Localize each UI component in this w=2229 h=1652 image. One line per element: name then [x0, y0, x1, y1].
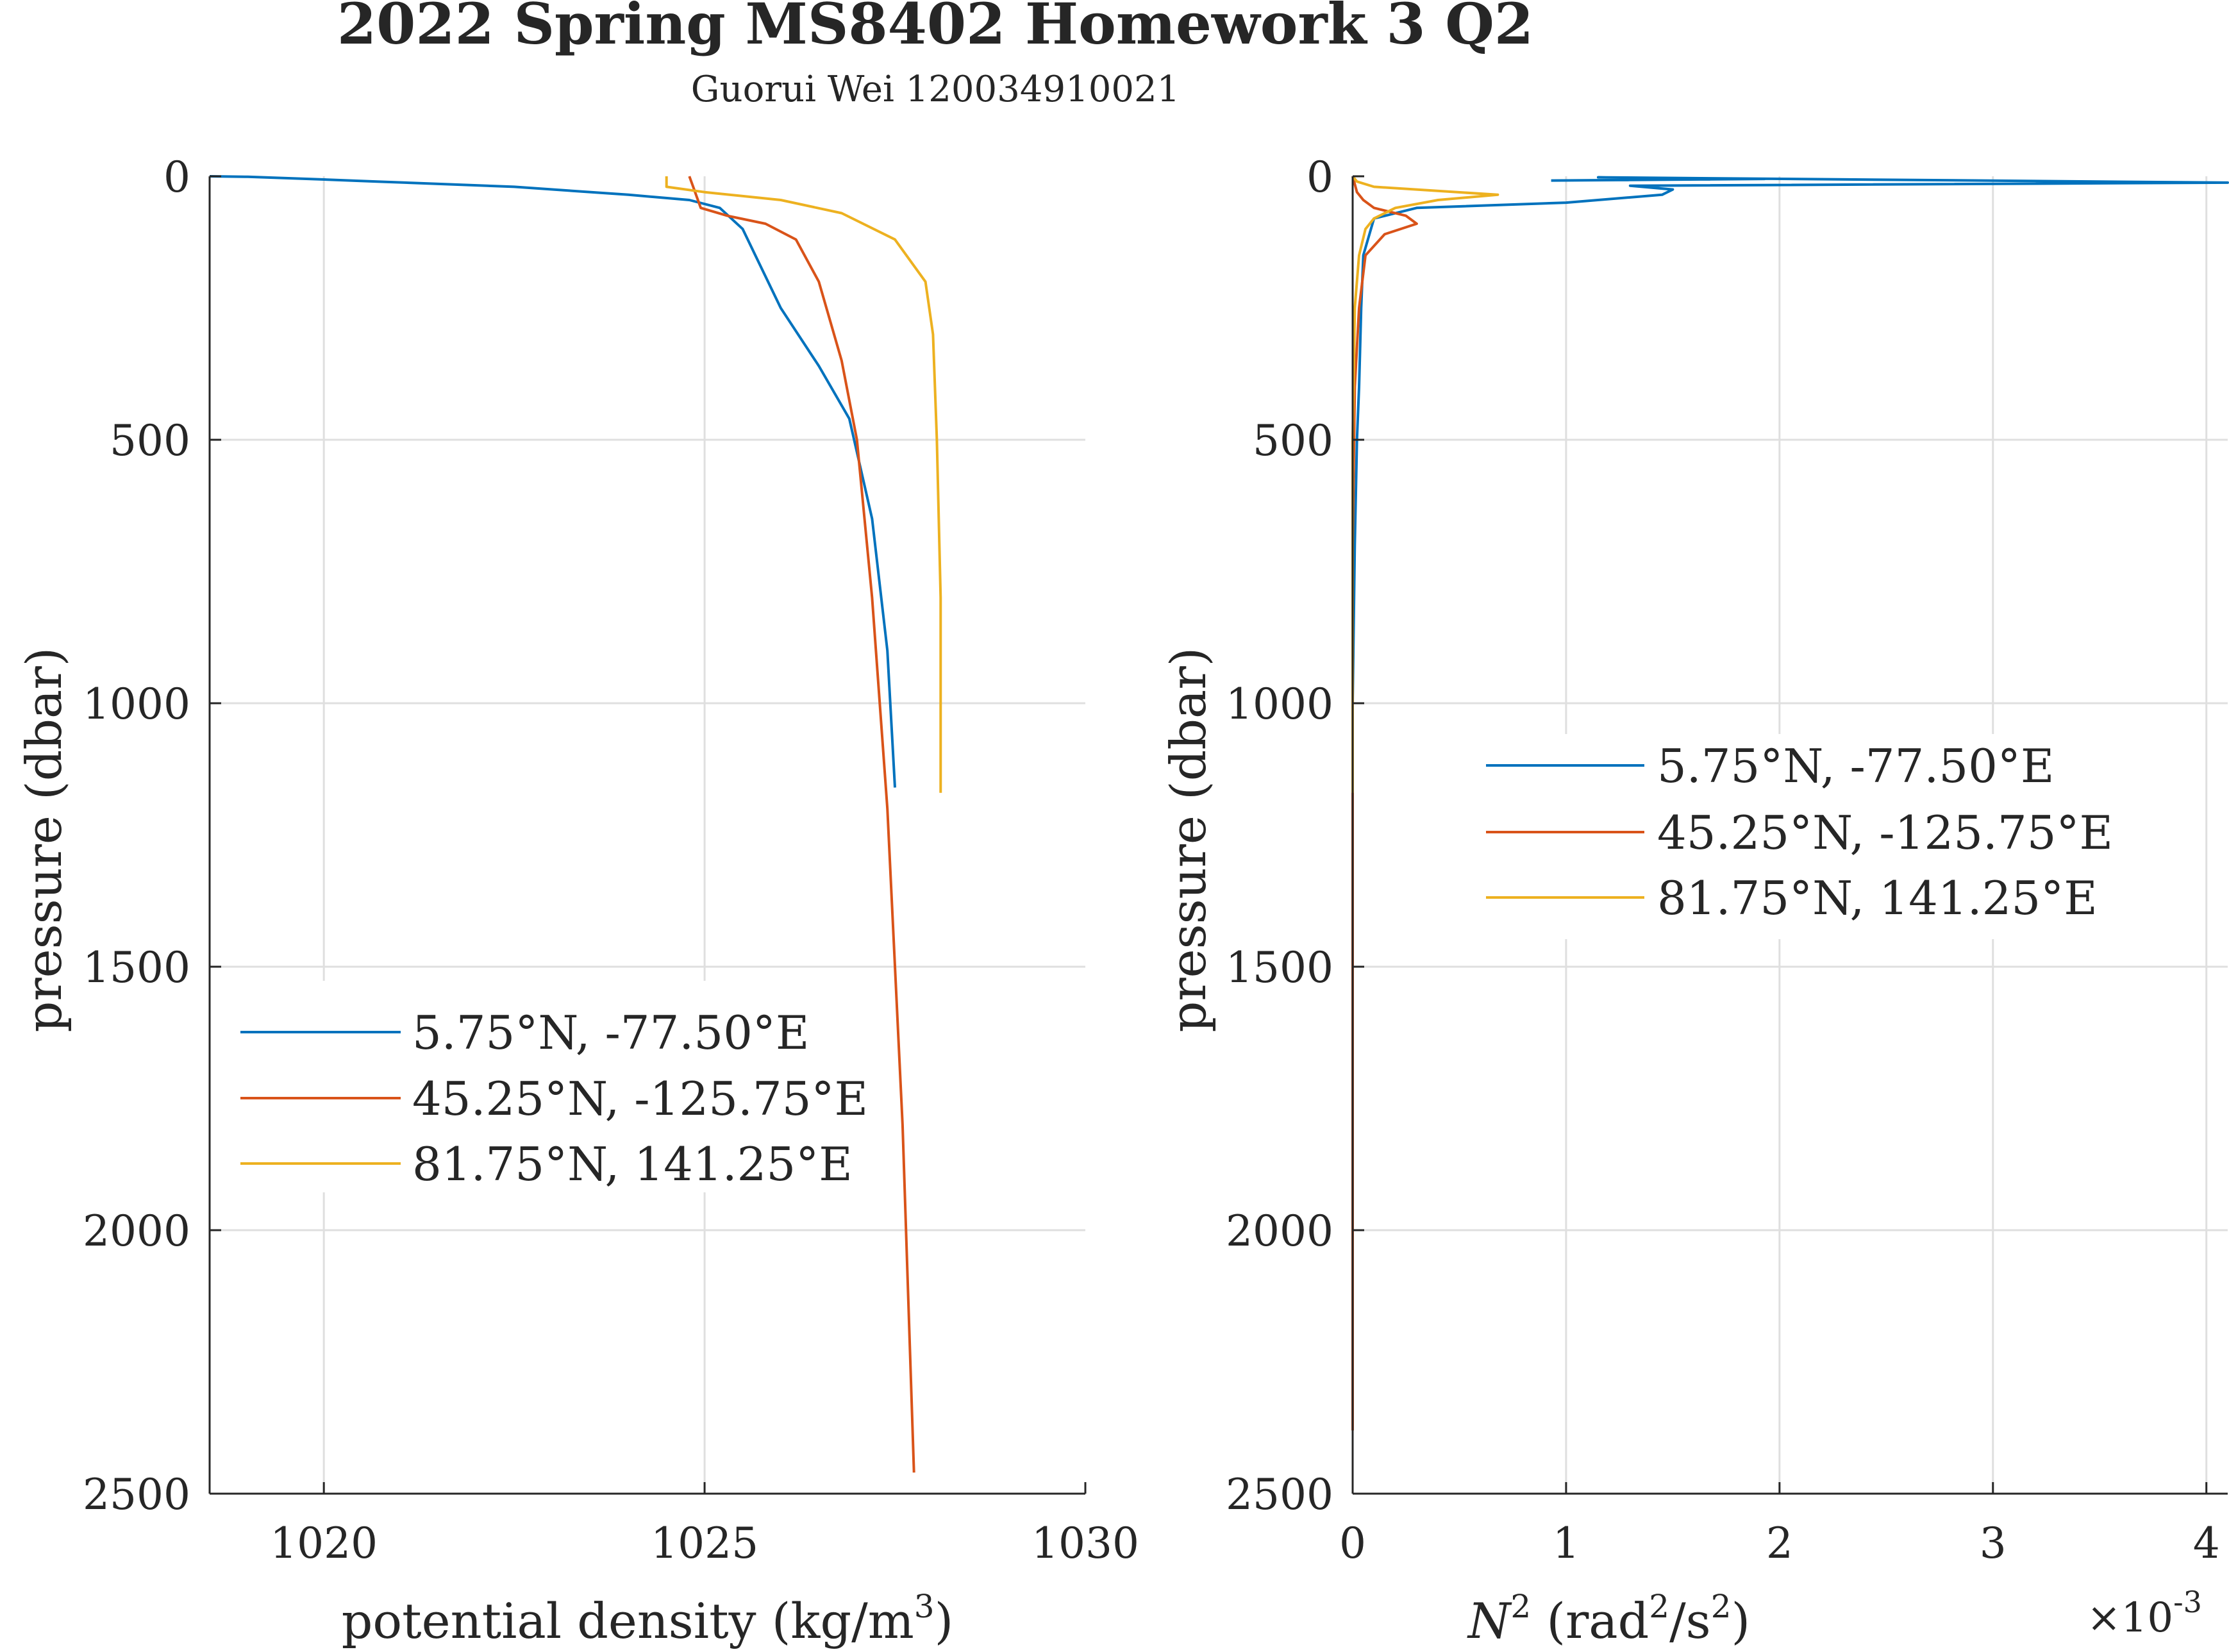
left-y-tick-label: 1000 — [83, 680, 190, 729]
right-x-tick-label: 4 — [2193, 1519, 2220, 1568]
right-axes — [1351, 175, 2228, 1495]
right-x-tick-label: 2 — [1766, 1519, 1793, 1568]
right-legend: 5.75°N, -77.50°E 45.25°N, -125.75°E 81.75°… — [1478, 734, 2125, 939]
left-series-lines — [209, 175, 942, 1473]
left-x-tick-label: 1025 — [651, 1519, 758, 1568]
left-x-tick-label: 1020 — [270, 1519, 378, 1568]
left-tick-labels: 1020 1025 1030 0 500 1000 1500 2000 2500 — [83, 153, 1139, 1568]
right-tick-labels: 0 1 2 3 4 0 500 1000 1500 2000 2500 — [1226, 153, 2220, 1568]
right-y-tick-label: 2500 — [1226, 1470, 1333, 1519]
right-legend-label-1: 5.75°N, -77.50°E — [1657, 739, 2055, 793]
right-x-axis-label: N2 (rad2/s2) — [1467, 1588, 1750, 1649]
left-grid — [210, 176, 1085, 1494]
right-legend-label-3: 81.75°N, 141.25°E — [1657, 871, 2098, 925]
left-x-tick-label: 1030 — [1031, 1519, 1139, 1568]
right-x-tick-label: 3 — [1980, 1519, 2007, 1568]
left-series-line-1 — [209, 175, 896, 788]
left-x-axis-label: potential density (kg/m3) — [342, 1588, 954, 1649]
left-series-line-2 — [688, 176, 915, 1473]
left-legend-label-2: 45.25°N, -125.75°E — [412, 1072, 868, 1126]
left-legend-box — [231, 981, 859, 1192]
left-y-tick-label: 500 — [110, 416, 190, 465]
left-y-tick-label: 1500 — [83, 943, 190, 992]
right-y-tick-label: 2000 — [1226, 1206, 1333, 1256]
left-legend: 5.75°N, -77.50°E 45.25°N, -125.75°E 81.75°… — [231, 981, 868, 1192]
right-legend-label-2: 45.25°N, -125.75°E — [1657, 806, 2113, 860]
left-legend-label-1: 5.75°N, -77.50°E — [412, 1006, 810, 1060]
right-y-tick-label: 1000 — [1226, 680, 1333, 729]
right-chart-panel: 0 1 2 3 4 0 500 1000 1500 2000 2500 N2 (rad2/s2) ×… — [1160, 153, 2229, 1649]
right-x-tick-label: 0 — [1339, 1519, 1366, 1568]
left-axes — [208, 175, 1087, 1495]
right-x-tick-label: 1 — [1553, 1519, 1580, 1568]
right-series-line-3 — [1351, 175, 1499, 793]
right-x-exponent: ×10-3 — [2087, 1585, 2202, 1642]
left-y-tick-label: 2500 — [83, 1470, 190, 1519]
right-y-axis-label: pressure (dbar) — [1160, 647, 1217, 1033]
left-y-axis-label: pressure (dbar) — [15, 647, 72, 1033]
figure-subtitle: Guorui Wei 120034910021 — [691, 69, 1180, 110]
left-y-tick-label: 0 — [163, 153, 190, 202]
left-chart-panel: 1020 1025 1030 0 500 1000 1500 2000 2500 potenti… — [15, 153, 1139, 1649]
right-y-tick-label: 1500 — [1226, 943, 1333, 992]
right-series-line-2 — [1351, 176, 1418, 1431]
figure-title: 2022 Spring MS8402 Homework 3 Q2 — [337, 0, 1533, 57]
right-y-tick-label: 500 — [1253, 416, 1333, 465]
left-series-line-3 — [665, 176, 942, 793]
right-series-line-1 — [1351, 176, 2229, 788]
right-y-tick-label: 0 — [1307, 153, 1333, 202]
left-y-tick-label: 2000 — [83, 1206, 190, 1256]
left-legend-label-3: 81.75°N, 141.25°E — [412, 1137, 853, 1191]
right-legend-box — [1478, 734, 2125, 939]
